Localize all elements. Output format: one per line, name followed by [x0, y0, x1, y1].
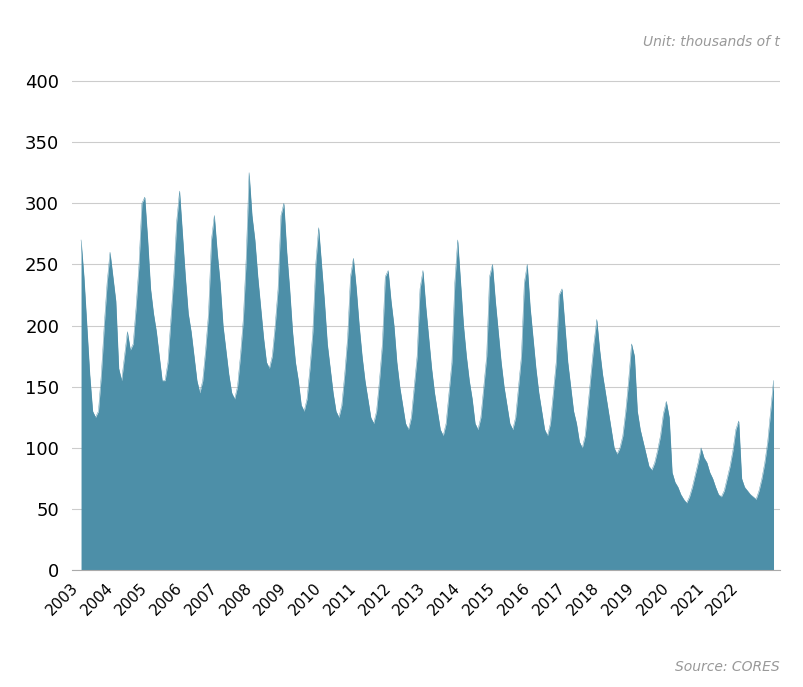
Text: Source: CORES: Source: CORES — [675, 660, 779, 675]
Text: Unit: thousands of t: Unit: thousands of t — [642, 34, 779, 49]
